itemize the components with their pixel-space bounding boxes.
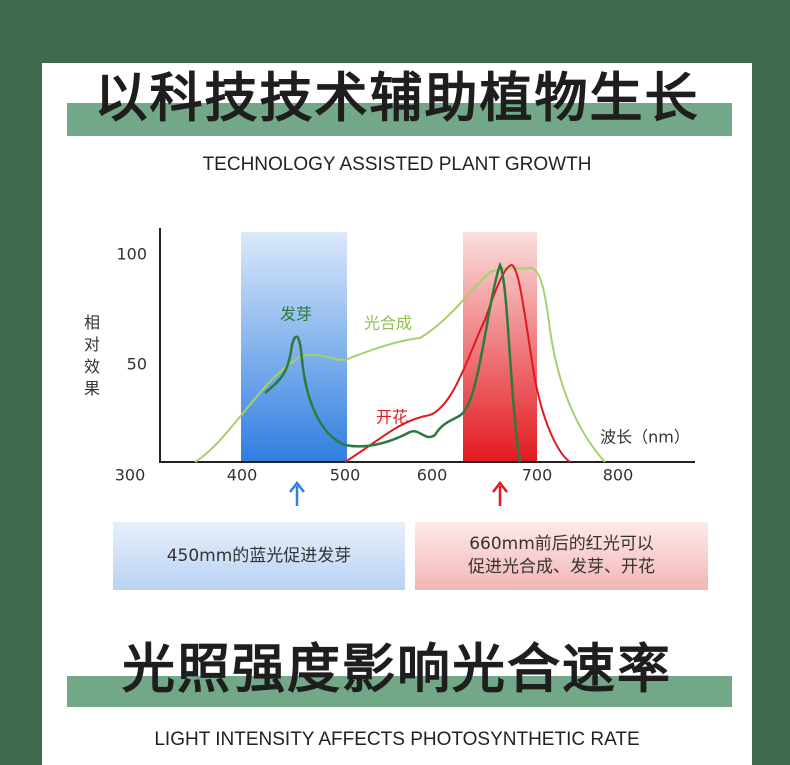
x-tick-label: 500: [330, 466, 361, 485]
section-subtitle: LIGHT INTENSITY AFFECTS PHOTOSYNTHETIC R…: [154, 729, 640, 750]
note-text: 450mm的蓝光促进发芽: [166, 545, 352, 566]
red-note: 660mm前后的红光可以 促进光合成、发芽、开花: [415, 522, 708, 590]
x-tick-label: 700: [522, 466, 553, 485]
germination-curve: [264, 261, 522, 463]
section-title: 光照强度影响光合速率: [122, 639, 672, 700]
x-label: 波长（nm）: [600, 428, 690, 447]
blue-band: [241, 232, 347, 462]
figure: 100 50 300 400 500 600 700 800 发芽 光合成 开花 波长（nm）: [115, 228, 695, 506]
photosynthesis-curve: [194, 266, 606, 463]
y-tick-label: 100: [116, 245, 147, 264]
x-tick-label: 400: [227, 466, 258, 485]
y-label: 相对效果: [83, 313, 100, 398]
note-text: 660mm前后的红光可以: [469, 534, 654, 555]
subtitle: TECHNOLOGY ASSISTED PLANT GROWTH: [202, 154, 592, 175]
curve-label: 发芽: [280, 305, 312, 324]
section-band: [67, 676, 732, 707]
flowering-curve: [344, 263, 571, 463]
x-tick-label: 300: [115, 466, 146, 485]
x-tick-label: 600: [417, 466, 448, 485]
y-tick-label: 50: [127, 355, 147, 374]
blue-arrow: [289, 480, 305, 506]
x-tick-label: 800: [603, 466, 634, 485]
note-text: 促进光合成、发芽、开花: [468, 557, 655, 577]
blue-note: 450mm的蓝光促进发芽: [113, 522, 405, 590]
title-band: [67, 103, 732, 136]
red-arrow: [492, 480, 508, 506]
curve-label: 光合成: [364, 314, 412, 333]
curve-label: 开花: [376, 408, 408, 427]
title: 以科技技术辅助植物生长: [94, 68, 700, 129]
